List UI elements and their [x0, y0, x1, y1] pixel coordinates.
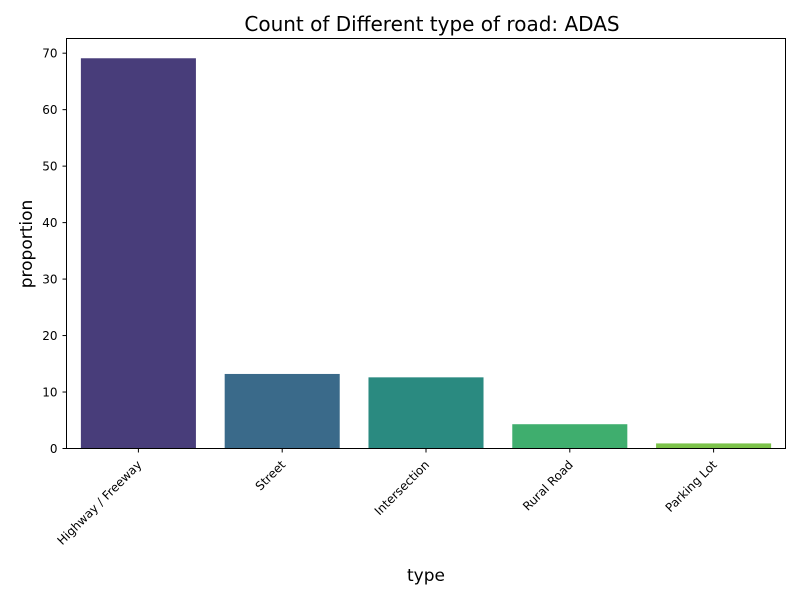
x-tick-label: Street: [253, 458, 289, 494]
chart-title: Count of Different type of road: ADAS: [244, 12, 619, 36]
y-tick-label: 40: [42, 216, 57, 230]
bar-intersection: [368, 377, 484, 449]
x-tick-label: Rural Road: [520, 458, 576, 514]
y-tick-label: 0: [50, 442, 58, 456]
y-axis-title: proportion: [17, 200, 37, 289]
y-tick-label: 70: [42, 47, 57, 61]
plot-frame: [66, 38, 786, 449]
bar-parking-lot: [656, 443, 772, 449]
bars-group: [80, 58, 772, 449]
y-tick-label: 10: [42, 386, 57, 400]
bar-street: [224, 373, 340, 449]
x-tick-label: Parking Lot: [663, 458, 720, 515]
x-tick-label: Highway / Freeway: [55, 458, 145, 548]
x-axis-title: type: [407, 566, 445, 586]
bar-highway-freeway: [80, 58, 196, 449]
bar-rural-road: [512, 424, 628, 449]
y-tick-label: 20: [42, 329, 57, 343]
x-tick-label: Intersection: [372, 458, 432, 518]
x-axis: Highway / Freeway Street Intersection Rural…: [55, 448, 720, 548]
y-tick-label: 30: [42, 273, 57, 287]
y-tick-label: 50: [42, 160, 57, 174]
y-tick-label: 60: [42, 103, 57, 117]
y-axis: 0 10 20 30 40 50 60 70: [42, 47, 67, 456]
